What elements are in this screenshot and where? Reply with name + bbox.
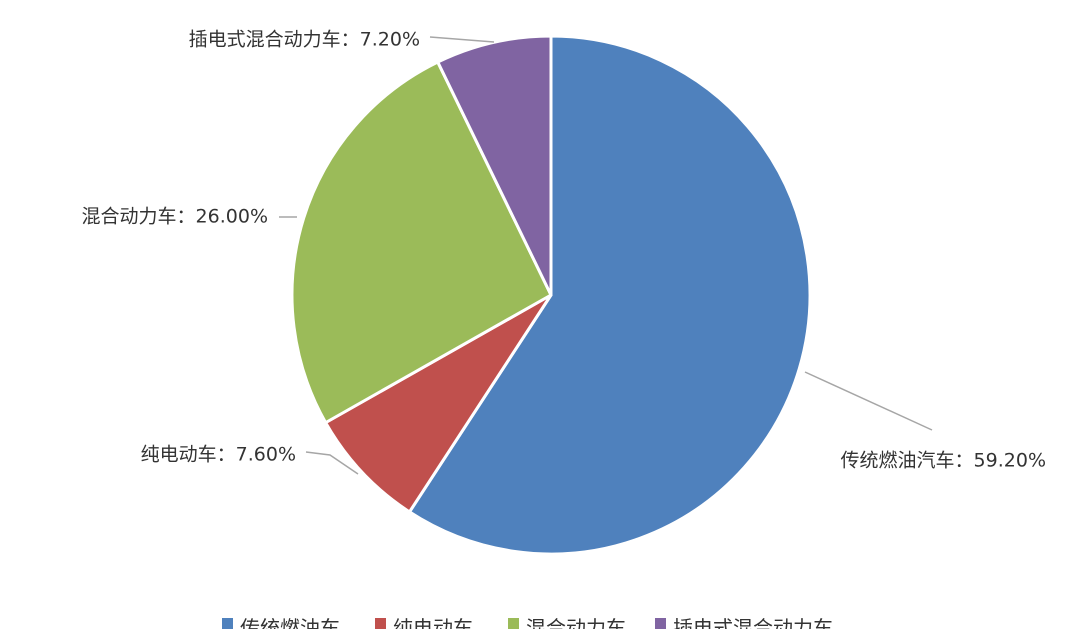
pie-slice-1 <box>407 34 812 556</box>
pie-slices <box>290 34 812 556</box>
legend-label-2: 纯电动车 <box>393 616 473 629</box>
data-label-2: 纯电动车：7.60% <box>141 444 296 466</box>
pie-slice-4 <box>436 34 553 297</box>
data-label-1: 传统燃油汽车：59.20% <box>841 450 1046 472</box>
legend-swatch-2 <box>375 618 386 629</box>
leader-lines <box>279 36 933 475</box>
legend-label-4: 插电式混合动力车 <box>673 616 833 629</box>
legend-swatch-3 <box>508 618 519 629</box>
legend-swatch-4 <box>655 618 666 629</box>
legend-label-1: 传统燃油车 <box>240 616 340 629</box>
pie-slice-3 <box>290 60 553 425</box>
legend-swatch-1 <box>222 618 233 629</box>
legend: 传统燃油车 纯电动车 混合动力车 插电式混合动力车 <box>222 616 833 629</box>
leader-line-2 <box>305 451 359 475</box>
leader-line-4 <box>429 36 495 43</box>
data-label-3: 混合动力车：26.00% <box>82 206 268 228</box>
data-labels: 传统燃油汽车：59.20% 纯电动车：7.60% 混合动力车：26.00% 插电式混合… <box>82 29 1046 472</box>
leader-line-1 <box>804 371 933 431</box>
pie-slice-2 <box>324 293 553 514</box>
legend-label-3: 混合动力车 <box>526 616 626 629</box>
data-label-4: 插电式混合动力车：7.20% <box>189 29 420 51</box>
